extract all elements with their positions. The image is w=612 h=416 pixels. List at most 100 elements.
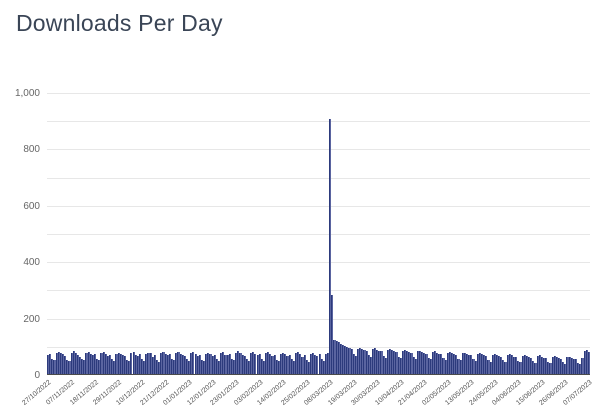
bar[interactable] [371, 349, 375, 374]
bar[interactable] [51, 358, 54, 374]
bar[interactable] [134, 354, 137, 374]
bar[interactable] [575, 359, 578, 374]
bar[interactable] [416, 351, 419, 374]
bar[interactable] [196, 355, 199, 374]
bar[interactable] [551, 356, 554, 374]
bar[interactable] [309, 353, 313, 374]
bar[interactable] [277, 361, 280, 374]
bar[interactable] [113, 361, 116, 374]
bar[interactable] [188, 361, 191, 374]
bar[interactable] [356, 348, 360, 374]
bar[interactable] [198, 354, 201, 374]
bar[interactable] [354, 355, 357, 374]
bar[interactable] [376, 349, 379, 374]
bar[interactable] [102, 351, 105, 374]
bar[interactable] [406, 351, 409, 374]
bar[interactable] [286, 355, 289, 374]
bar[interactable] [461, 353, 464, 374]
bar[interactable] [468, 354, 471, 374]
bar[interactable] [393, 351, 396, 374]
bar[interactable] [555, 357, 558, 374]
bar[interactable] [547, 361, 550, 374]
bar[interactable] [194, 353, 197, 374]
bar[interactable] [453, 354, 456, 374]
bar[interactable] [156, 359, 159, 374]
bar[interactable] [123, 356, 127, 374]
bar[interactable] [331, 294, 334, 374]
bar[interactable] [205, 353, 208, 374]
bar[interactable] [570, 357, 573, 374]
bar[interactable] [55, 353, 58, 374]
bar[interactable] [241, 354, 244, 374]
bar[interactable] [324, 353, 328, 374]
bar[interactable] [359, 347, 362, 374]
plot-area[interactable] [47, 93, 590, 375]
bar[interactable] [342, 344, 345, 374]
bar[interactable] [269, 353, 272, 374]
bar[interactable] [170, 358, 174, 374]
bar[interactable] [540, 356, 543, 374]
bar[interactable] [235, 352, 238, 374]
bar[interactable] [534, 362, 537, 374]
bar[interactable] [418, 350, 422, 374]
bar[interactable] [530, 357, 533, 374]
bar[interactable] [301, 356, 304, 374]
bar[interactable] [408, 352, 411, 374]
bar[interactable] [168, 353, 171, 374]
bar[interactable] [83, 359, 86, 374]
bar[interactable] [314, 354, 317, 374]
bar[interactable] [412, 357, 415, 374]
bar[interactable] [106, 355, 109, 374]
bar[interactable] [545, 358, 548, 374]
bar[interactable] [243, 355, 246, 374]
bar[interactable] [568, 356, 571, 374]
bar[interactable] [504, 361, 507, 374]
bar[interactable] [466, 353, 469, 374]
bar[interactable] [395, 352, 398, 374]
bar[interactable] [483, 355, 486, 374]
bar[interactable] [399, 358, 402, 374]
bar[interactable] [470, 355, 473, 374]
bar[interactable] [258, 354, 261, 374]
bar[interactable] [203, 361, 206, 374]
bar[interactable] [502, 360, 505, 374]
bar[interactable] [583, 351, 586, 374]
bar[interactable] [96, 358, 99, 374]
bar[interactable] [404, 349, 407, 374]
bar[interactable] [421, 351, 424, 374]
bar[interactable] [290, 359, 293, 374]
bar[interactable] [401, 350, 404, 374]
bar[interactable] [352, 354, 355, 374]
bar[interactable] [271, 355, 274, 374]
bar[interactable] [185, 359, 189, 374]
bar[interactable] [380, 351, 383, 374]
bar[interactable] [64, 355, 67, 374]
bar[interactable] [528, 357, 531, 374]
bar[interactable] [138, 354, 142, 374]
bar[interactable] [564, 363, 567, 374]
bar[interactable] [164, 354, 167, 374]
bar[interactable] [179, 353, 182, 374]
bar[interactable] [213, 355, 216, 374]
bar[interactable] [335, 341, 338, 374]
bar[interactable] [211, 356, 214, 374]
bar[interactable] [384, 357, 387, 374]
bar[interactable] [397, 356, 400, 374]
bar[interactable] [329, 119, 332, 374]
bar[interactable] [513, 356, 516, 374]
bar[interactable] [386, 350, 390, 374]
bar[interactable] [121, 355, 124, 374]
bar[interactable] [209, 354, 212, 374]
bar[interactable] [442, 358, 445, 374]
bar[interactable] [532, 361, 535, 374]
bar[interactable] [260, 359, 263, 374]
bar[interactable] [177, 351, 180, 374]
bar[interactable] [79, 356, 82, 374]
bar[interactable] [230, 358, 233, 374]
bar[interactable] [474, 361, 477, 374]
bar[interactable] [433, 351, 437, 374]
bar[interactable] [252, 351, 255, 374]
bar[interactable] [431, 352, 434, 374]
bar[interactable] [237, 351, 240, 374]
bar[interactable] [57, 352, 60, 374]
